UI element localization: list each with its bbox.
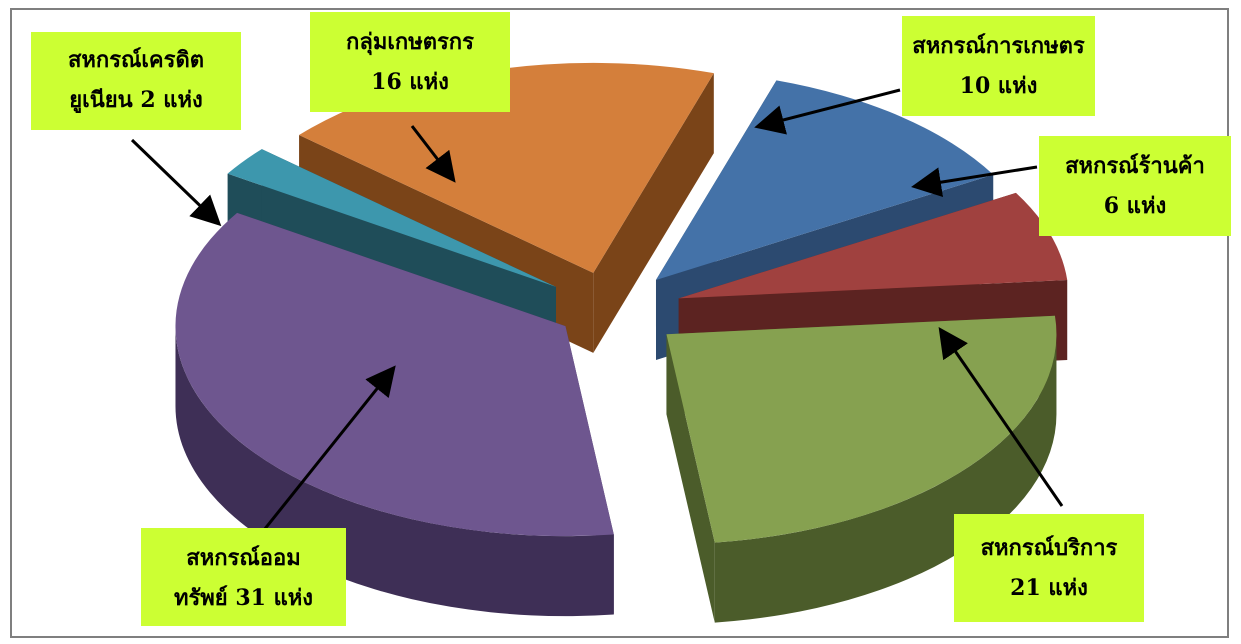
leader-arrow: [911, 165, 1038, 198]
slice-top-face: [227, 149, 556, 287]
label-agricultural-coop: สหกรณ์การเกษตร 10 แห่ง: [902, 16, 1095, 116]
leader-arrow: [938, 327, 1064, 507]
slice-top-face: [678, 192, 1068, 299]
leader-arrow: [410, 125, 456, 183]
label-store-coop-line1: สหกรณ์ร้านค้า: [1065, 153, 1205, 179]
label-service-coop: สหกรณ์บริการ 21 แห่ง: [954, 514, 1144, 622]
leader-arrows: [130, 88, 1064, 551]
label-farmer-group: กลุ่มเกษตรกร 16 แห่ง: [310, 12, 510, 112]
label-store-coop-line2: 6 แห่ง: [1103, 193, 1167, 219]
label-agricultural-coop-line2: 10 แห่ง: [959, 73, 1038, 99]
label-store-coop: สหกรณ์ร้านค้า 6 แห่ง: [1039, 136, 1231, 236]
label-credit-union-line2: ยูเนียน 2 แห่ง: [69, 87, 203, 113]
label-savings-coop: สหกรณ์ออม ทรัพย์ 31 แห่ง: [141, 528, 346, 626]
label-credit-union: สหกรณ์เครดิต ยูเนียน 2 แห่ง: [31, 32, 241, 130]
leader-arrow: [246, 365, 396, 551]
label-savings-coop-line2: ทรัพย์ 31 แห่ง: [173, 585, 314, 611]
label-service-coop-line1: สหกรณ์บริการ: [980, 535, 1118, 561]
pie-slices: [175, 62, 1068, 623]
label-service-coop-line2: 21 แห่ง: [1010, 575, 1088, 601]
pie-chart-3d: [130, 62, 1068, 623]
label-credit-union-line1: สหกรณ์เครดิต: [67, 47, 205, 73]
slice-top-face: [655, 80, 994, 281]
slice-top-face: [666, 315, 1057, 543]
slice-side-wall: [593, 73, 714, 353]
leader-arrow: [754, 88, 901, 135]
leader-arrow: [130, 138, 222, 227]
chart-frame: สหกรณ์เครดิต ยูเนียน 2 แห่ง กลุ่มเกษตรกร…: [10, 8, 1231, 638]
label-farmer-group-line1: กลุ่มเกษตรกร: [346, 29, 474, 55]
slice-outer-wall: [714, 334, 1057, 623]
label-farmer-group-line2: 16 แห่ง: [371, 69, 449, 95]
slice-top-face: [299, 62, 714, 273]
label-agricultural-coop-line1: สหกรณ์การเกษตร: [912, 33, 1085, 59]
slice-side-wall: [666, 334, 715, 623]
label-savings-coop-line1: สหกรณ์ออม: [186, 545, 301, 571]
